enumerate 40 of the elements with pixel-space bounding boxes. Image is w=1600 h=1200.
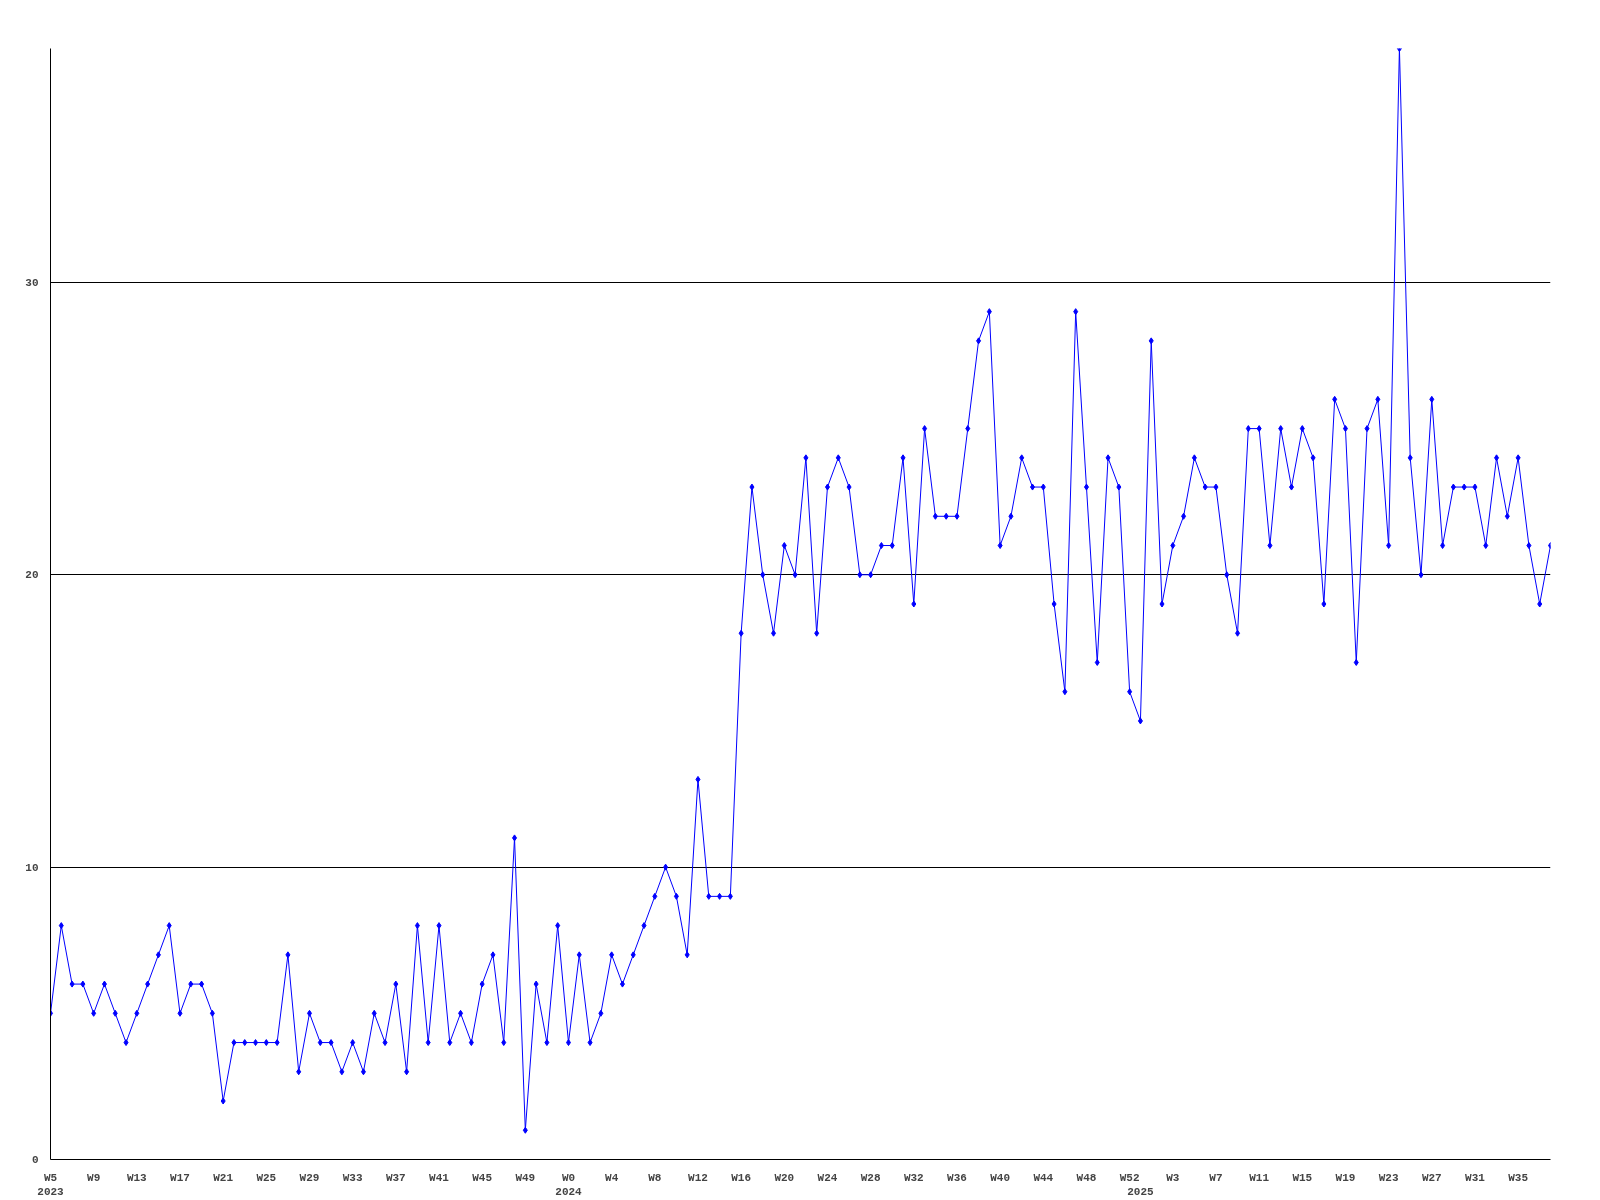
- x-tick-label: W37: [385, 1171, 406, 1184]
- x-tick-label: W13: [126, 1171, 148, 1184]
- x-tick-label: W28: [860, 1171, 881, 1184]
- x-tick-label: W23: [1378, 1171, 1399, 1184]
- x-tick-label: W9: [87, 1171, 101, 1184]
- x-tick-label: W27: [1421, 1171, 1442, 1184]
- x-tick-label: W7: [1209, 1171, 1223, 1184]
- y-tick-label: 0: [31, 1154, 39, 1166]
- x-tick-label: W44: [1033, 1171, 1054, 1184]
- x-tick-label: W21: [213, 1171, 234, 1184]
- x-tick-label: W52: [1119, 1171, 1140, 1184]
- x-tick-label: W45: [472, 1171, 493, 1184]
- y-tick-label: 10: [25, 861, 39, 874]
- x-tick-label: W48: [1076, 1171, 1097, 1184]
- x-tick-label: W5 2023: [37, 1171, 65, 1198]
- x-tick-label: W25: [256, 1171, 277, 1184]
- x-tick-label: W33: [342, 1171, 363, 1184]
- y-tick-label: 20: [25, 569, 39, 582]
- x-tick-label: W36: [947, 1171, 967, 1184]
- x-tick-label: W35: [1508, 1171, 1529, 1184]
- x-tick-label: W32: [903, 1171, 924, 1184]
- x-tick-label: W40: [990, 1171, 1011, 1184]
- x-tick-label: W8: [648, 1171, 662, 1184]
- x-tick-label: W16: [731, 1171, 752, 1184]
- x-tick-label: W20: [774, 1171, 795, 1184]
- x-tick-label: W12: [688, 1171, 708, 1184]
- x-tick-label: W11: [1249, 1171, 1270, 1184]
- x-tick-label: W41: [429, 1171, 450, 1184]
- x-tick-label: W49: [515, 1171, 536, 1184]
- x-tick-label: W17: [170, 1171, 190, 1184]
- x-tick-label: W0 2024: [555, 1171, 583, 1198]
- x-tick-label: W19: [1335, 1171, 1356, 1184]
- x-tick-label: W31: [1465, 1171, 1486, 1184]
- x-tick-label: W15: [1292, 1171, 1313, 1184]
- x-tick-label: W3: [1166, 1171, 1180, 1184]
- x-tick-label: W29: [299, 1171, 320, 1184]
- y-tick-label: 30: [25, 276, 39, 289]
- x-tick-label: 2025: [1127, 1185, 1155, 1198]
- x-tick-label: W4: [605, 1171, 619, 1184]
- x-tick-label: W24: [817, 1171, 838, 1184]
